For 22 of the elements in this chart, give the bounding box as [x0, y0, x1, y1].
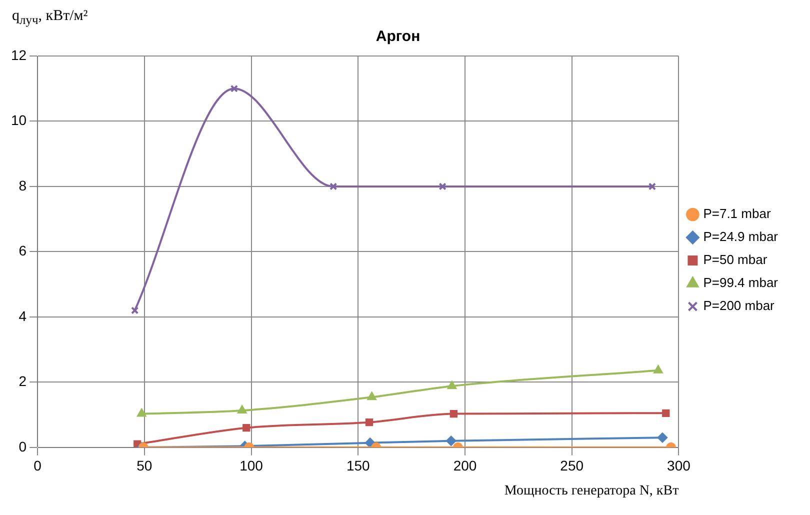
x-tick-label: 250 [560, 458, 584, 474]
x-tick-label: 200 [453, 458, 477, 474]
x-tick-label: 100 [240, 458, 264, 474]
y-tick-label: 6 [18, 242, 27, 259]
y-tick-label: 2 [18, 373, 27, 390]
x-tick-label: 150 [346, 458, 370, 474]
y-tick-label: 4 [18, 308, 27, 324]
y-tick-label: 8 [18, 177, 27, 194]
x-tick-label: 300 [667, 458, 691, 474]
y-tick-label: 10 [10, 112, 27, 128]
legend-label: P=24.9 mbar [703, 229, 779, 244]
legend-label: P=200 mbar [703, 298, 776, 314]
y-axis-title: q$_{луч}$, кВт/м² [12, 8, 88, 28]
chart-title: Аргон [376, 28, 420, 46]
y-tick-label: 12 [10, 46, 27, 63]
x-tick-label: 0 [34, 458, 42, 474]
x-tick-label: 50 [136, 458, 152, 474]
x-axis-title: Мощность генератора N, кВт [504, 483, 679, 498]
legend-label: P=50 mbar [703, 252, 768, 268]
legend-label: P=7.1 mbar [703, 206, 772, 222]
legend-label: P=99.4 mbar [703, 275, 779, 290]
y-tick-label: 0 [18, 438, 27, 454]
